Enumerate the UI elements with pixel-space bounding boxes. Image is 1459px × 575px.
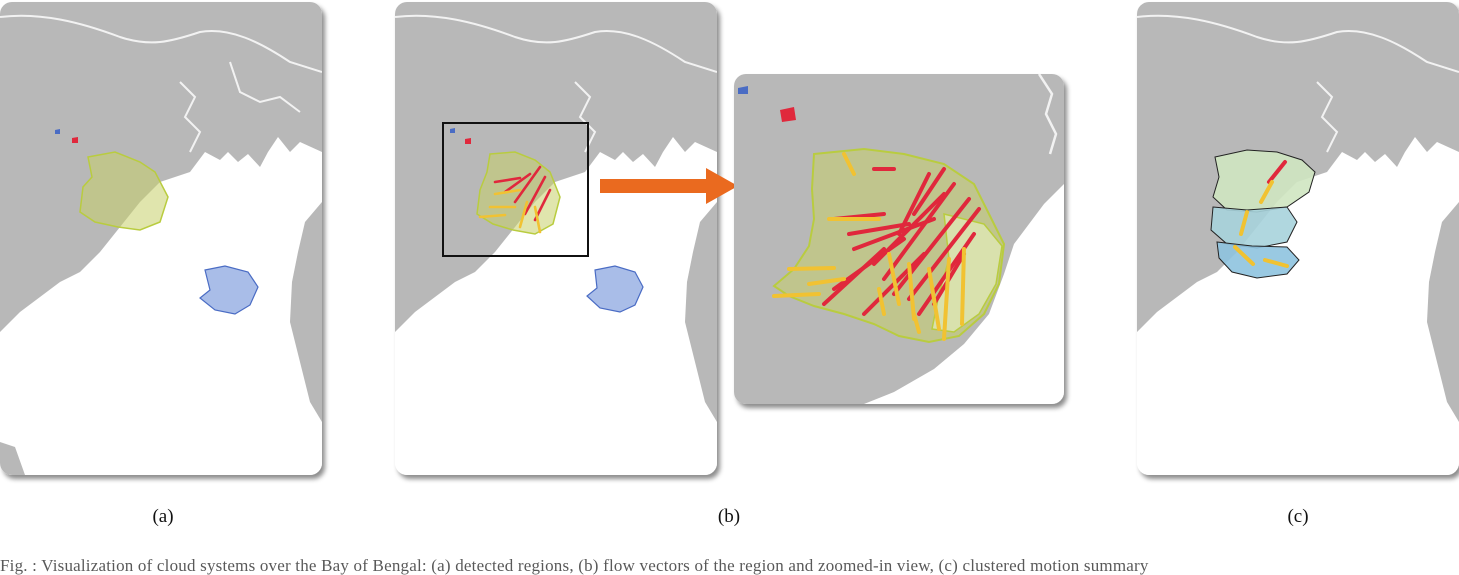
caption-a: (a) — [152, 506, 174, 527]
map-a-land-bottomleft — [0, 442, 25, 475]
map-c-cluster-top — [1212, 149, 1316, 213]
zoom-border — [1037, 74, 1058, 155]
map-panel-a — [0, 2, 322, 475]
map-c-cluster-mid — [1210, 206, 1298, 249]
map-c-land-east — [1427, 202, 1459, 422]
map-a-svg — [0, 2, 322, 475]
zoom-svg — [734, 74, 1064, 404]
figure-caption-text: Fig. : Visualization of cloud systems ov… — [0, 556, 1149, 575]
zoom-sea — [864, 184, 1064, 404]
map-panel-b — [395, 2, 717, 475]
map-b-svg — [395, 2, 717, 475]
map-b-region-blue — [586, 265, 644, 313]
map-b-land-east — [685, 202, 717, 422]
caption-b: (b) — [717, 506, 741, 527]
map-b-borders — [395, 14, 717, 153]
map-a-blip-red — [72, 137, 78, 143]
map-a-land-east — [290, 202, 322, 422]
map-a-borders — [0, 14, 322, 153]
map-a-region-green — [79, 151, 169, 231]
map-a-blip-blue — [55, 129, 60, 134]
map-b-arrow-field — [478, 165, 552, 234]
map-c-svg — [1137, 2, 1459, 475]
map-a-region-blue — [199, 265, 259, 315]
zoom-highlight-arrow — [600, 168, 738, 204]
zoom-arrow-field-yellow — [772, 152, 966, 341]
map-panel-c — [1137, 2, 1459, 475]
map-b-zoom-box — [442, 122, 589, 257]
caption-c: (c) — [1287, 506, 1309, 527]
map-b-blip-blue — [450, 128, 455, 133]
map-c-borders — [1137, 14, 1459, 153]
zoom-panel-b — [734, 74, 1064, 404]
zoom-blip-blue — [738, 86, 748, 94]
map-b-blip-red — [465, 138, 471, 144]
map-a-land — [0, 2, 322, 332]
map-b-land — [395, 2, 717, 332]
zoom-blip-red — [780, 107, 796, 122]
map-c-arrows — [1233, 160, 1289, 268]
